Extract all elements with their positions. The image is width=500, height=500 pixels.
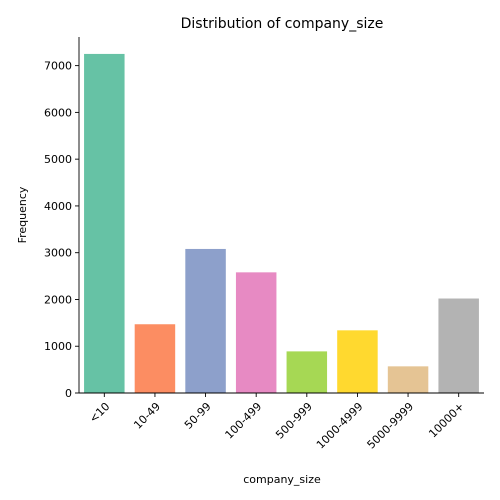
- x-tick-label: <10: [87, 400, 113, 426]
- x-tick-label: 500-999: [273, 400, 315, 442]
- x-tick-label: 100-499: [223, 400, 265, 442]
- y-axis: 0 1000 2000 3000 4000 5000 6000 7000: [44, 37, 80, 400]
- bar-3: [235, 272, 277, 393]
- x-tick-label: 10000+: [426, 400, 466, 440]
- chart-title: Distribution of company_size: [181, 16, 384, 32]
- bar-1: [134, 324, 176, 393]
- x-axis-label: company_size: [243, 473, 321, 486]
- x-tick-label: 10-49: [131, 400, 163, 432]
- y-tick-label: 2000: [44, 293, 72, 306]
- bar-4: [286, 351, 328, 393]
- x-tick-label: 50-99: [182, 400, 214, 432]
- y-axis-label: Frequency: [16, 186, 29, 243]
- y-tick-label: 6000: [44, 106, 72, 119]
- y-tick-label: 0: [65, 387, 72, 400]
- bars-group: [84, 53, 479, 393]
- bar-5: [337, 330, 378, 393]
- y-tick-label: 4000: [44, 200, 72, 213]
- y-tick-label: 3000: [44, 247, 72, 260]
- bar-7: [438, 298, 479, 393]
- x-axis: <10 10-49 50-99 100-499 500-999 1000-4999 5000…: [79, 392, 484, 452]
- y-tick-label: 5000: [44, 153, 72, 166]
- bar-0: [84, 53, 125, 393]
- bar-6: [387, 366, 429, 393]
- y-tick-label: 1000: [44, 340, 72, 353]
- x-tick-label: 1000-4999: [314, 400, 366, 452]
- bar-2: [185, 248, 226, 393]
- y-tick-label: 7000: [44, 60, 72, 73]
- x-tick-label: 5000-9999: [365, 400, 417, 452]
